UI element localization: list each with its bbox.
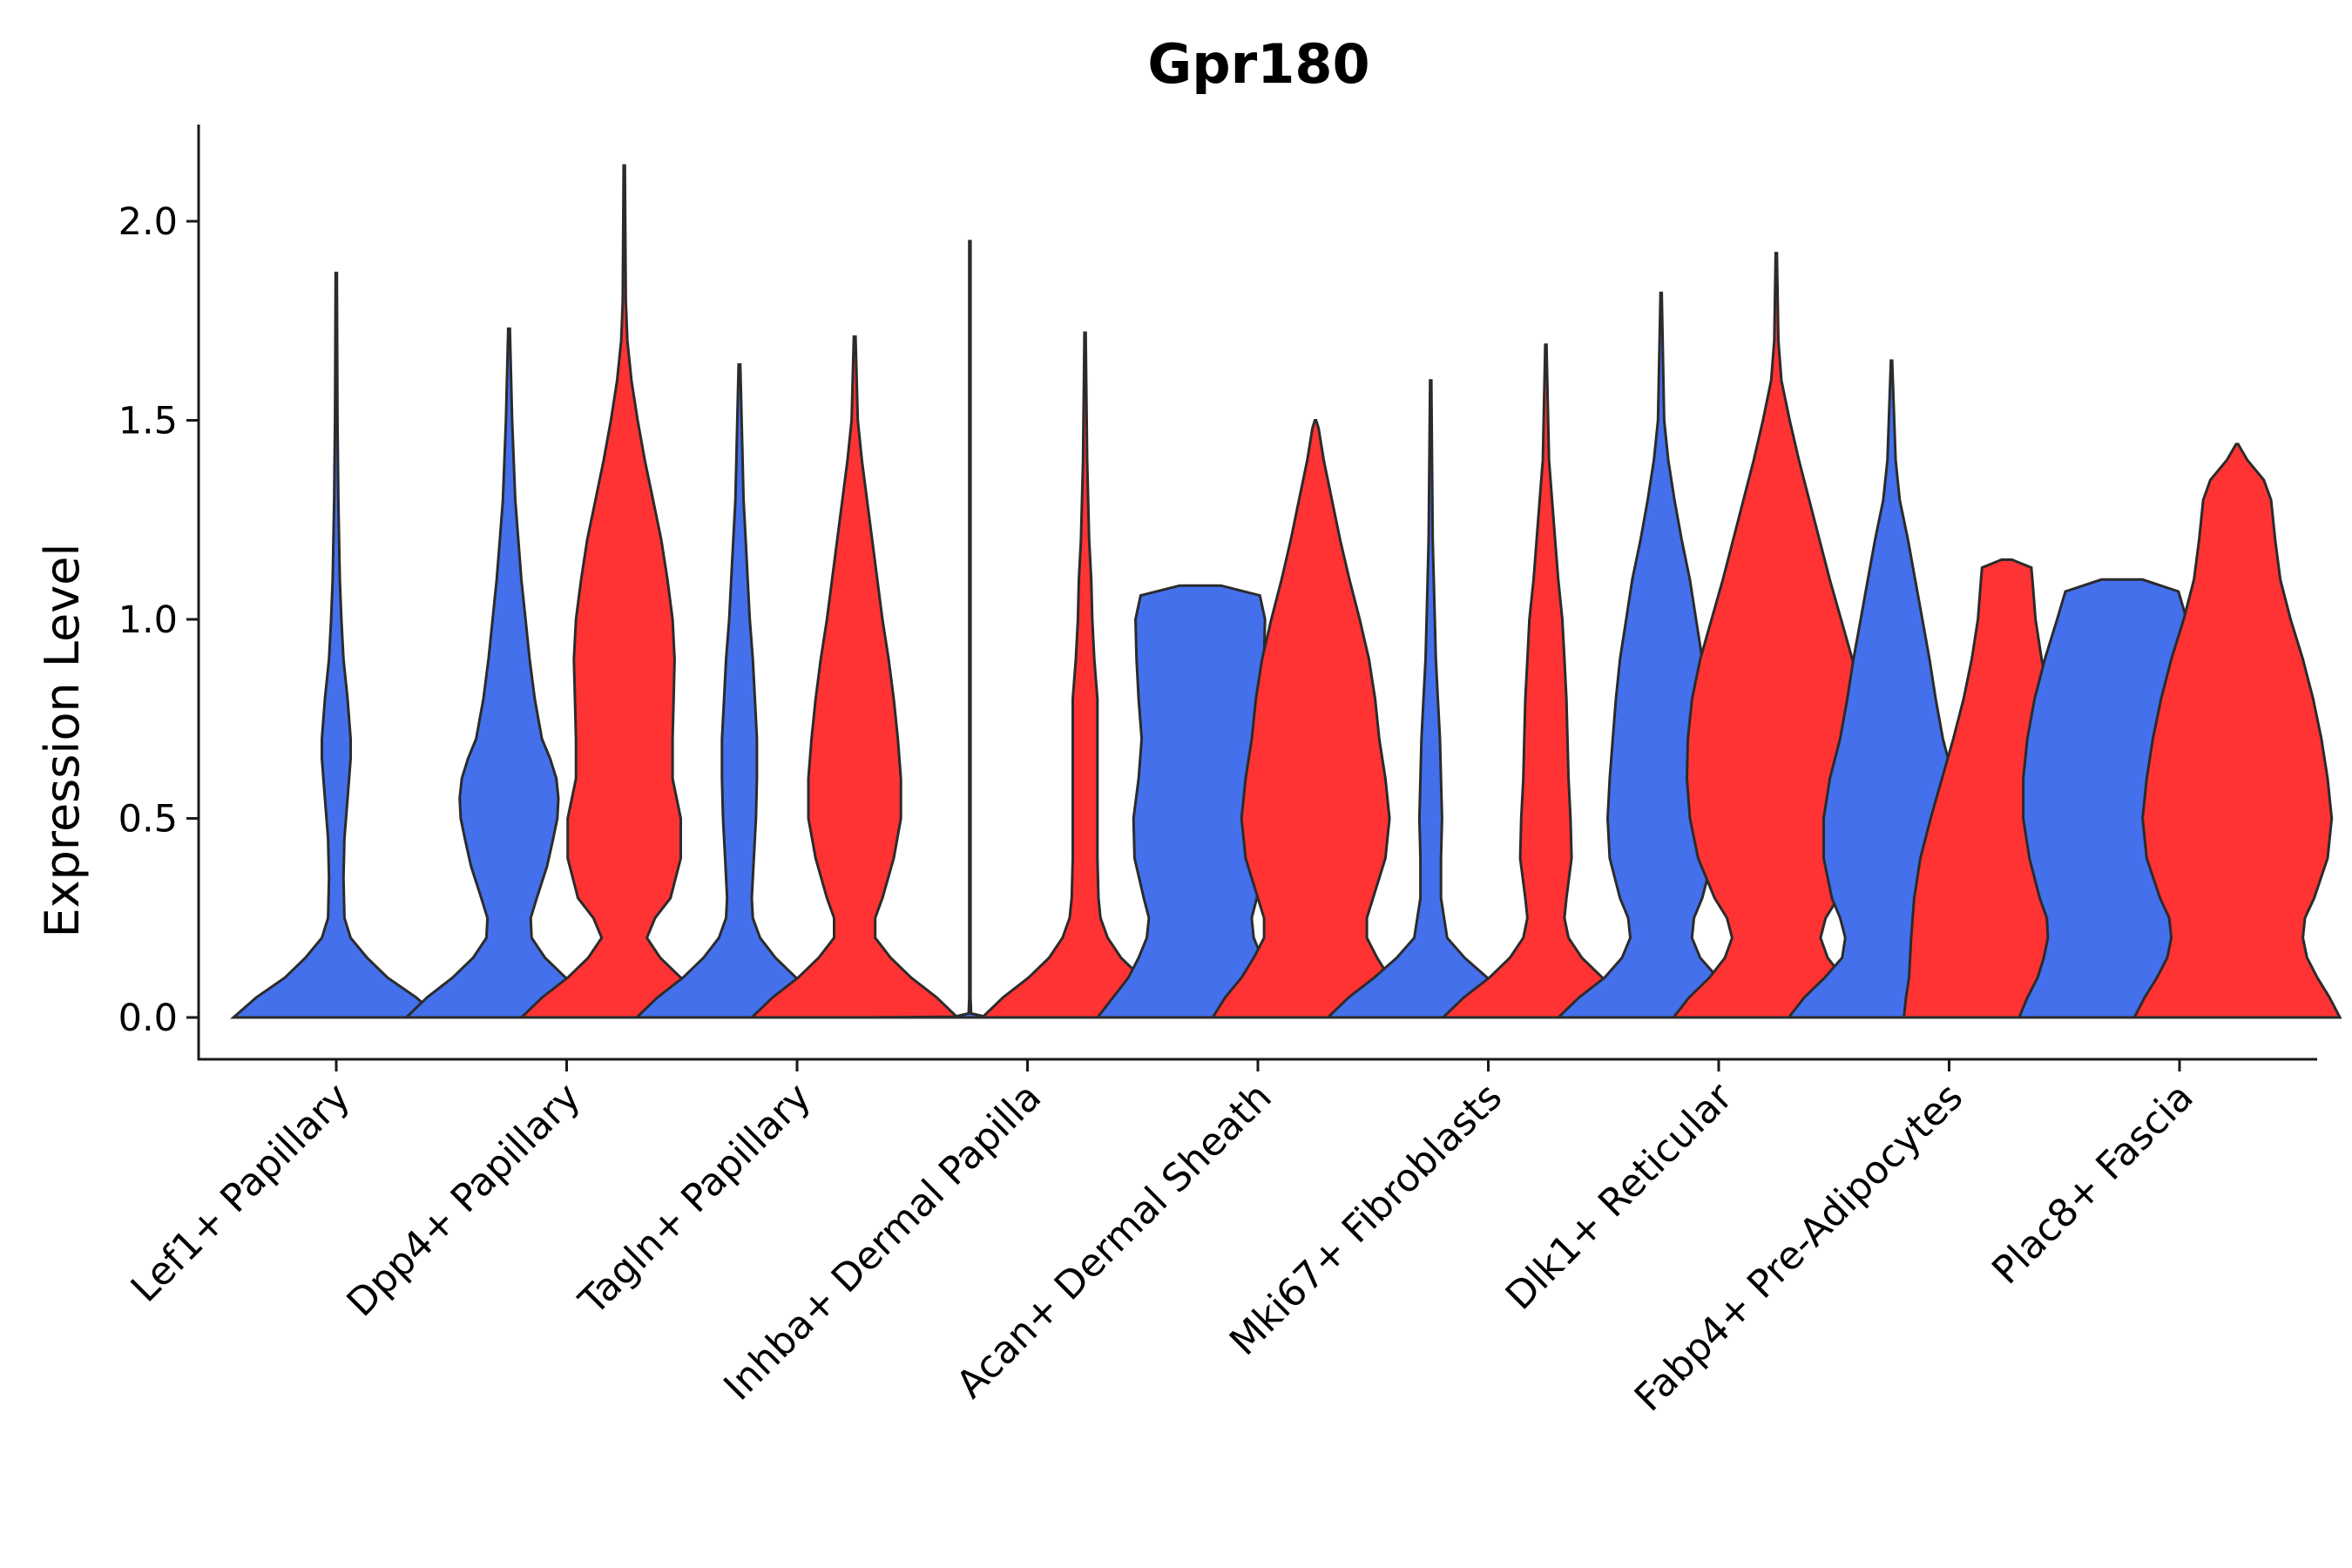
violin-lef1-papillary-full xyxy=(230,271,443,1019)
violin-tagln-papillary-left xyxy=(633,363,846,1019)
x-tick-label-dlk1-reticular: Dlk1+ Reticular xyxy=(1497,1074,1742,1319)
violin-tagln-papillary-right xyxy=(748,335,961,1019)
x-tick-label-lef1-papillary: Lef1+ Papillary xyxy=(123,1075,359,1311)
violin-plac8-fascia-right xyxy=(2132,443,2342,1019)
violins-layer xyxy=(230,164,2342,1019)
y-ticks: 0.0 0.5 1.0 1.5 2.0 xyxy=(118,200,199,1040)
y-tick-label: 0.0 xyxy=(118,997,178,1040)
y-axis-label: Expression Level xyxy=(35,544,90,938)
violin-mki67-fibroblasts-left xyxy=(1324,379,1538,1019)
chart-title: Gpr180 xyxy=(1147,32,1369,96)
y-tick-label: 0.5 xyxy=(118,798,178,841)
violin-acan-dermal-sheath-right xyxy=(1210,419,1421,1019)
x-tick-label-plac8-fascia: Plac8+ Fascia xyxy=(1984,1075,2202,1294)
x-tick-label-dpp4-papillary: Dpp4+ Papillary xyxy=(339,1075,590,1326)
violin-inhba-dermal-papilla-left xyxy=(867,240,1073,1019)
violin-acan-dermal-sheath-left xyxy=(1094,584,1306,1019)
x-tick-label-tagln-papillary: Tagln+ Papillary xyxy=(571,1075,820,1324)
violin-inhba-dermal-papilla-right xyxy=(978,331,1192,1019)
violin-dpp4-papillary-left xyxy=(402,327,616,1019)
y-tick-label: 1.0 xyxy=(118,598,178,642)
violin-mki67-fibroblasts-right xyxy=(1439,343,1652,1019)
y-tick-label: 1.5 xyxy=(118,400,178,443)
y-tick-label: 2.0 xyxy=(118,200,178,244)
violin-dpp4-papillary-right xyxy=(517,164,731,1019)
